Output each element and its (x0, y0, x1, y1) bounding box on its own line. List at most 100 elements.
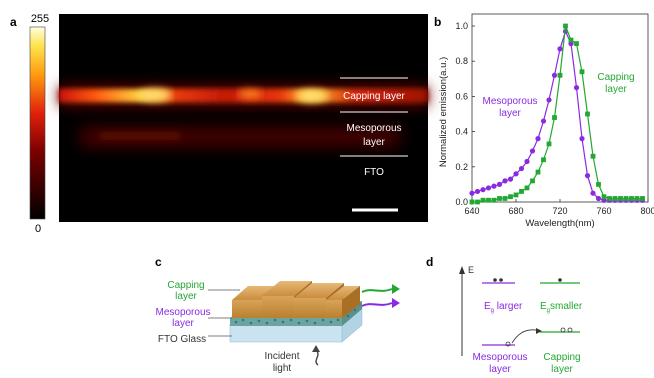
mesoporous-point (507, 176, 514, 182)
capping-point (530, 178, 535, 184)
capping-point (502, 196, 508, 201)
capping-point (541, 157, 546, 163)
pl-meso-band (100, 132, 180, 140)
mesoporous-label-line2: layer (363, 137, 385, 148)
mesoporous-point (518, 165, 525, 172)
mesoporous-point (496, 181, 503, 187)
panel-c: c (155, 255, 400, 374)
electron (499, 278, 503, 282)
capping-point (640, 196, 645, 201)
capping-point (491, 197, 497, 203)
capping-point (513, 192, 519, 198)
emission-arrow-green (392, 284, 400, 294)
pl-image (59, 14, 428, 222)
emission-chart: 640 680 720 760 800 0.0 0.2 0.4 0.6 0.8 1.0 Wavelen… (438, 13, 654, 229)
y-axis-label: Normalized emission(a.u.) (438, 57, 449, 167)
capping-point (607, 196, 612, 201)
mesoporous-point (595, 195, 602, 202)
fto-label: FTO (364, 167, 384, 178)
capping-point (475, 199, 480, 205)
mesoporous-point (584, 173, 591, 179)
capping-point (629, 196, 634, 201)
pl-hotspot (238, 90, 262, 98)
capping-point (579, 69, 585, 75)
pl-hotspot (139, 89, 171, 101)
capping-point (546, 141, 552, 147)
y-tick-label: 0.4 (455, 127, 468, 137)
mesoporous-point (474, 188, 481, 195)
incident-label-line2: light (273, 363, 292, 374)
colorbar (29, 26, 46, 220)
capping-point (563, 23, 568, 29)
y-tick-label: 1.0 (455, 21, 468, 31)
capping-series-line (472, 25, 643, 203)
mesoporous-point (557, 46, 563, 52)
pl-meso-band (80, 126, 400, 148)
capping-point (535, 169, 541, 175)
capping-point (596, 182, 601, 187)
mesoporous-point (590, 190, 596, 196)
energy-axis-arrow (459, 266, 465, 274)
electron (493, 278, 497, 282)
panel-letter-c: c (155, 255, 162, 269)
y-tick-label: 0.6 (455, 91, 468, 101)
meso-particles (234, 308, 357, 325)
mesoporous-point (469, 190, 475, 196)
mesoporous-point (524, 158, 530, 165)
mesoporous-point (551, 72, 558, 78)
emission-arrow-purple (361, 302, 393, 307)
meso-layer-front (230, 318, 342, 326)
capping-point (612, 196, 618, 201)
capping-point (618, 196, 623, 201)
mesoporous-point (491, 183, 497, 189)
incident-light-arrow (312, 345, 320, 352)
meso-name-line2: layer (489, 364, 511, 375)
panel-b: b 640 680 720 760 800 0.0 0.2 0.4 0.6 0.8 1.0 Wavel… (434, 13, 654, 229)
hole (567, 327, 573, 333)
hole-transfer-arrow (511, 329, 541, 344)
mesoporous-annotation-line1: Mesoporous (482, 96, 537, 107)
meso-label-line1: Mesoporous (155, 307, 210, 318)
incident-light-arrow (315, 349, 319, 366)
capping-annotation-line1: Capping (597, 72, 634, 83)
capping-name-line1: Capping (543, 352, 580, 363)
x-tick-label: 680 (508, 206, 523, 216)
capping-name-line2: layer (551, 364, 573, 375)
meso-gap-label: Eg larger (484, 301, 523, 314)
emission-arrow-purple (392, 298, 400, 308)
capping-point (623, 196, 629, 201)
mesoporous-series-line (471, 29, 643, 201)
electron (558, 278, 562, 282)
capping-label-line2: layer (175, 291, 197, 302)
capping-point (552, 115, 557, 120)
emission-arrow-green (361, 288, 393, 293)
capping-point (557, 72, 563, 78)
colorbar-max-label: 255 (31, 13, 49, 25)
capping-point (585, 111, 590, 117)
meso-name-line1: Mesoporous (472, 352, 527, 363)
panel-a: a 255 0 Capping layer Mesoporous layer F… (10, 13, 428, 235)
capping-point (480, 197, 486, 203)
capping-point (601, 194, 607, 200)
mesoporous-point (529, 148, 536, 154)
mesoporous-label-line1: Mesoporous (346, 123, 401, 134)
panel-d: d E Eg larger Egsmaller Mesoporous layer… (426, 255, 583, 375)
capping-point (574, 41, 579, 46)
x-tick-label: 720 (552, 206, 567, 216)
mesoporous-point (513, 171, 519, 177)
meso-label-line2: layer (172, 318, 194, 329)
mesoporous-point (573, 85, 580, 91)
capping-point (634, 196, 640, 201)
hole (505, 341, 511, 347)
hole (560, 327, 566, 333)
panel-letter-a: a (10, 15, 17, 29)
capping-gap-label: Egsmaller (540, 301, 583, 314)
capping-layer-label: Capping layer (343, 91, 405, 102)
capping-point (524, 185, 530, 191)
capping-point (486, 197, 491, 203)
meso-layer-side (342, 301, 362, 326)
x-tick-label: 760 (596, 206, 611, 216)
mesoporous-point (546, 97, 552, 103)
mesoporous-point (535, 136, 541, 142)
mesoporous-point (579, 136, 585, 142)
